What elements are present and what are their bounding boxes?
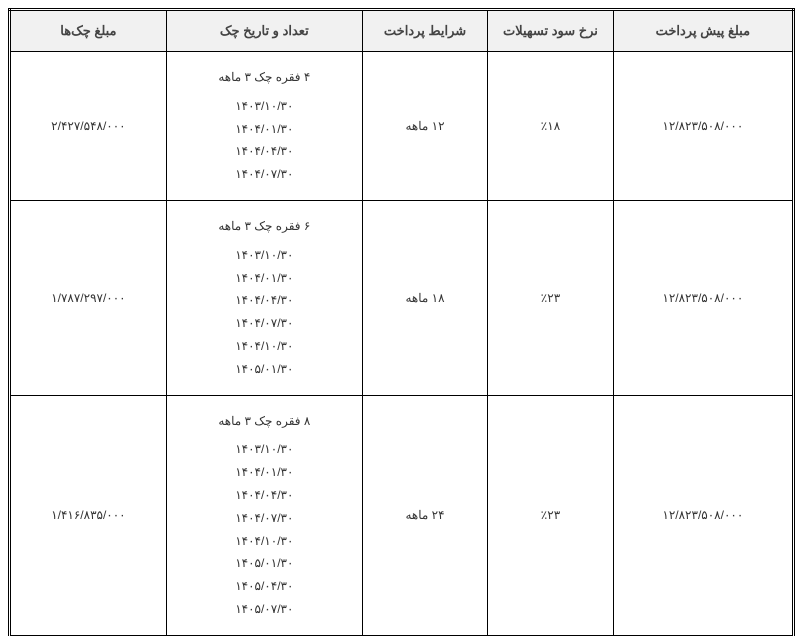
cell-dates: ۶ فقره چک ۳ ماهه۱۴۰۳/۱۰/۳۰۱۴۰۴/۰۱/۳۰۱۴۰۴… [166, 200, 362, 395]
date-line: ۱۴۰۴/۰۱/۳۰ [173, 118, 356, 141]
cell-term: ۱۲ ماهه [362, 52, 487, 201]
cell-prepay: ۱۲/۸۲۳/۵۰۸/۰۰۰ [613, 395, 793, 635]
table-row: ۱۲/۸۲۳/۵۰۸/۰۰۰٪۲۳۲۴ ماهه ۸ فقره چک ۳ ماهه… [10, 395, 794, 635]
header-row: مبلغ پیش پرداخت نرخ سود تسهیلات شرایط پر… [10, 10, 794, 52]
cell-amount: ۲/۴۲۷/۵۴۸/۰۰۰ [10, 52, 167, 201]
table-row: ۱۲/۸۲۳/۵۰۸/۰۰۰٪۱۸۱۲ ماهه ۴ فقره چک ۳ ماهه… [10, 52, 794, 201]
cell-amount: ۱/۷۸۷/۲۹۷/۰۰۰ [10, 200, 167, 395]
date-line: ۱۴۰۴/۱۰/۳۰ [173, 335, 356, 358]
date-line: ۱۴۰۴/۰۷/۳۰ [173, 507, 356, 530]
date-line: ۱۴۰۴/۰۴/۳۰ [173, 484, 356, 507]
date-line: ۱۴۰۴/۰۱/۳۰ [173, 461, 356, 484]
date-line: ۱۴۰۵/۰۱/۳۰ [173, 552, 356, 575]
payment-table-wrap: مبلغ پیش پرداخت نرخ سود تسهیلات شرایط پر… [8, 8, 795, 636]
dates-title: ۶ فقره چک ۳ ماهه [173, 215, 356, 238]
dates-title: ۴ فقره چک ۳ ماهه [173, 66, 356, 89]
dates-title: ۸ فقره چک ۳ ماهه [173, 410, 356, 433]
payment-table: مبلغ پیش پرداخت نرخ سود تسهیلات شرایط پر… [8, 8, 795, 636]
cell-dates: ۸ فقره چک ۳ ماهه۱۴۰۳/۱۰/۳۰۱۴۰۴/۰۱/۳۰۱۴۰۴… [166, 395, 362, 635]
cell-prepay: ۱۲/۸۲۳/۵۰۸/۰۰۰ [613, 52, 793, 201]
date-line: ۱۴۰۳/۱۰/۳۰ [173, 95, 356, 118]
cell-prepay: ۱۲/۸۲۳/۵۰۸/۰۰۰ [613, 200, 793, 395]
cell-term: ۲۴ ماهه [362, 395, 487, 635]
cell-dates: ۴ فقره چک ۳ ماهه۱۴۰۳/۱۰/۳۰۱۴۰۴/۰۱/۳۰۱۴۰۴… [166, 52, 362, 201]
cell-amount: ۱/۴۱۶/۸۳۵/۰۰۰ [10, 395, 167, 635]
date-line: ۱۴۰۴/۰۴/۳۰ [173, 140, 356, 163]
date-line: ۱۴۰۵/۰۴/۳۰ [173, 575, 356, 598]
table-body: ۱۲/۸۲۳/۵۰۸/۰۰۰٪۱۸۱۲ ماهه۴ فقره چک ۳ ماهه… [10, 52, 794, 636]
col-header-prepay: مبلغ پیش پرداخت [613, 10, 793, 52]
date-line: ۱۴۰۳/۱۰/۳۰ [173, 438, 356, 461]
col-header-amount: مبلغ چک‌ها [10, 10, 167, 52]
date-line: ۱۴۰۵/۰۷/۳۰ [173, 598, 356, 621]
cell-term: ۱۸ ماهه [362, 200, 487, 395]
col-header-rate: نرخ سود تسهیلات [488, 10, 613, 52]
date-line: ۱۴۰۴/۰۷/۳۰ [173, 312, 356, 335]
table-row: ۱۲/۸۲۳/۵۰۸/۰۰۰٪۲۳۱۸ ماهه ۶ فقره چک ۳ ماهه… [10, 200, 794, 395]
col-header-dates: تعداد و تاریخ چک [166, 10, 362, 52]
cell-rate: ٪۲۳ [488, 395, 613, 635]
cell-rate: ٪۲۳ [488, 200, 613, 395]
date-line: ۱۴۰۴/۱۰/۳۰ [173, 530, 356, 553]
date-line: ۱۴۰۴/۰۷/۳۰ [173, 163, 356, 186]
table-header: مبلغ پیش پرداخت نرخ سود تسهیلات شرایط پر… [10, 10, 794, 52]
col-header-term: شرایط پرداخت [362, 10, 487, 52]
cell-rate: ٪۱۸ [488, 52, 613, 201]
date-line: ۱۴۰۴/۰۴/۳۰ [173, 289, 356, 312]
date-line: ۱۴۰۵/۰۱/۳۰ [173, 358, 356, 381]
date-line: ۱۴۰۳/۱۰/۳۰ [173, 244, 356, 267]
date-line: ۱۴۰۴/۰۱/۳۰ [173, 267, 356, 290]
